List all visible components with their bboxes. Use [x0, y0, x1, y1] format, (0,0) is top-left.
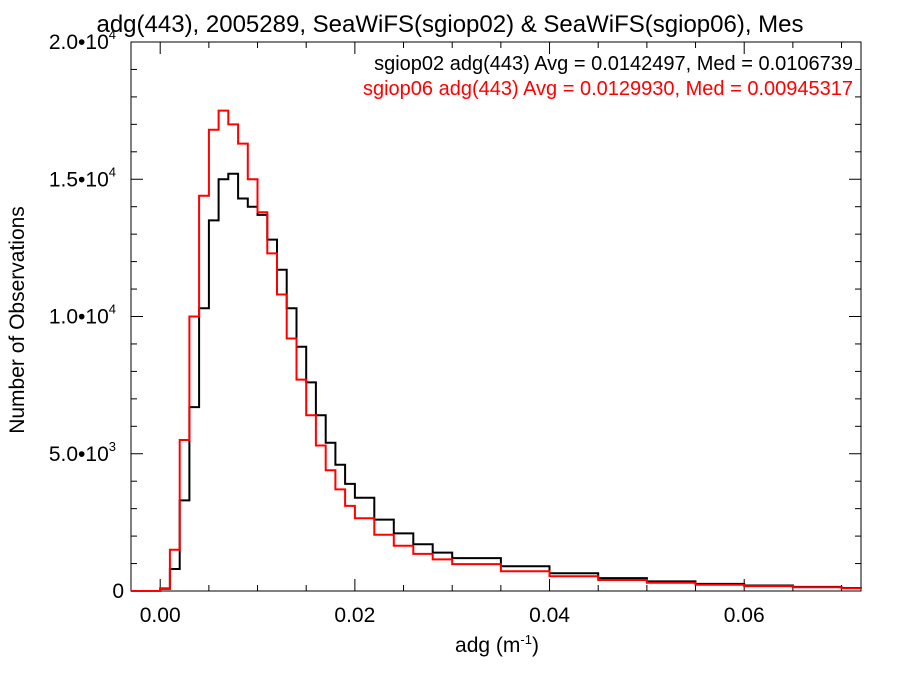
- x-tick-label: 0.02: [334, 604, 375, 627]
- x-axis-ticks: 0.00 0.02 0.04 0.06: [140, 42, 843, 627]
- legend-entry-1: sgiop02 adg(443) Avg = 0.0142497, Med = …: [374, 53, 853, 75]
- y-tick-exponent: 4: [109, 302, 116, 317]
- y-tick-label: 5.0•103: [49, 439, 116, 466]
- y-tick-exponent: 4: [109, 27, 116, 42]
- series-line-2: [131, 109, 862, 592]
- x-axis-label-close: ): [532, 634, 539, 657]
- y-tick-mantissa: 1.0•10: [49, 306, 109, 329]
- y-tick-mantissa: 2.0•10: [49, 31, 109, 54]
- y-tick-label: 2.0•104: [49, 27, 116, 54]
- y-tick-label: 1.0•104: [49, 302, 116, 329]
- chart-title: adg(443), 2005289, SeaWiFS(sgiop02) & Se…: [96, 11, 803, 38]
- legend-entry-2: sgiop06 adg(443) Avg = 0.0129930, Med = …: [363, 78, 853, 100]
- y-tick-label: 0: [112, 580, 124, 603]
- y-tick-exponent: 4: [109, 164, 116, 179]
- x-tick-label: 0.06: [724, 604, 765, 627]
- y-tick-exponent: 3: [109, 439, 116, 454]
- x-axis-label-superscript: -1: [520, 632, 532, 647]
- series-layer: [131, 109, 862, 592]
- x-tick-label: 0.00: [140, 604, 181, 627]
- plot-border: [130, 41, 862, 592]
- plot-frame: [130, 41, 862, 592]
- x-axis-label: adg (m-1): [455, 632, 539, 657]
- legend: sgiop02 adg(443) Avg = 0.0142497, Med = …: [363, 53, 853, 100]
- y-tick-mantissa: 1.5•10: [49, 168, 109, 191]
- x-axis-label-main: adg (m: [455, 634, 520, 657]
- y-tick-label: 1.5•104: [49, 164, 116, 191]
- y-axis-label: Number of Observations: [6, 206, 29, 434]
- x-tick-label: 0.04: [529, 604, 570, 627]
- y-tick-mantissa: 5.0•10: [49, 443, 109, 466]
- series-line-1: [131, 172, 862, 592]
- y-tick-mantissa: 0: [112, 580, 124, 603]
